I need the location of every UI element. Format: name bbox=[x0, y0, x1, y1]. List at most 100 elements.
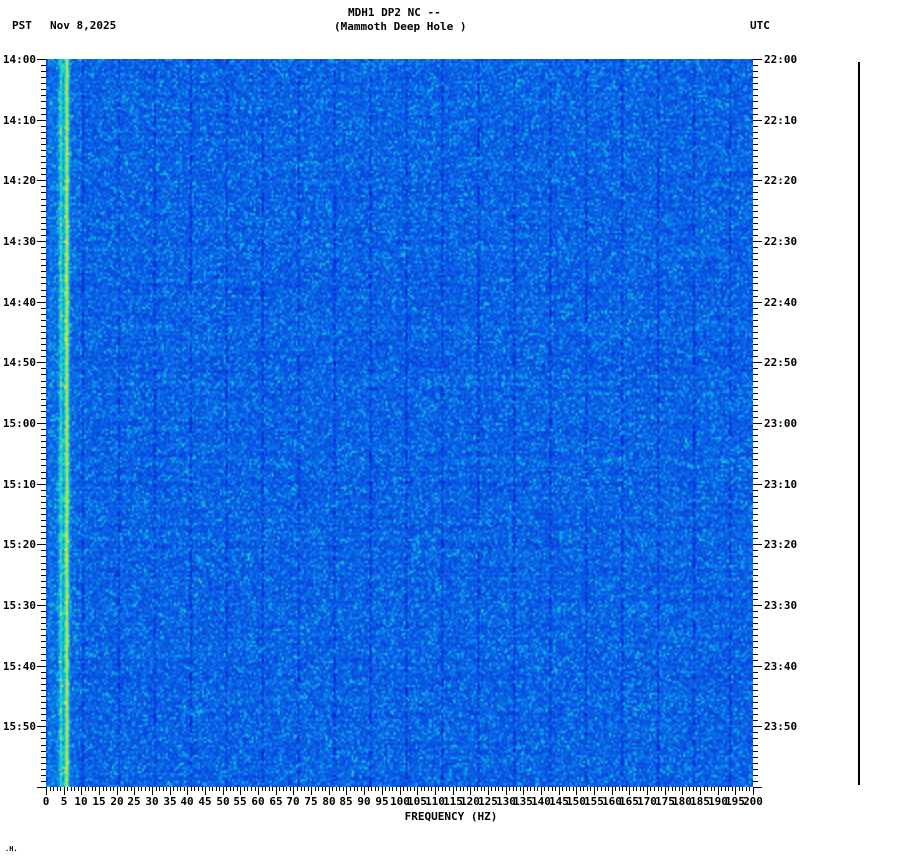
freq-tick-minor bbox=[544, 787, 545, 791]
time-axis-utc: 22:00 22:10 22:20 22:30 22:40 22:50 23:00 23:10… bbox=[753, 54, 843, 788]
time-tick-minor bbox=[41, 587, 46, 588]
freq-tick-minor bbox=[166, 787, 167, 791]
time-tick-minor bbox=[41, 672, 46, 673]
time-tick-minor bbox=[41, 229, 46, 230]
freq-tick-major bbox=[329, 787, 330, 795]
time-tick-minor bbox=[41, 447, 46, 448]
freq-tick-minor bbox=[424, 787, 425, 791]
time-tick-minor bbox=[41, 235, 46, 236]
time-tick-minor bbox=[753, 599, 758, 600]
time-tick-minor bbox=[753, 205, 758, 206]
time-tick-minor bbox=[753, 647, 758, 648]
freq-tick-minor bbox=[110, 787, 111, 791]
freq-tick-minor bbox=[668, 787, 669, 791]
time-tick-minor bbox=[41, 259, 46, 260]
freq-tick-minor bbox=[85, 787, 86, 791]
time-tick-label-pst: 14:40 bbox=[2, 296, 36, 309]
time-tick-minor bbox=[753, 314, 758, 315]
freq-tick-minor bbox=[749, 787, 750, 791]
time-tick-minor bbox=[41, 65, 46, 66]
time-tick-minor bbox=[753, 320, 758, 321]
freq-tick-major bbox=[647, 787, 648, 795]
freq-tick-major bbox=[594, 787, 595, 795]
time-tick-minor bbox=[41, 635, 46, 636]
freq-tick-minor bbox=[141, 787, 142, 791]
time-tick-minor bbox=[753, 575, 758, 576]
freq-tick-label: 185 bbox=[690, 795, 710, 808]
time-tick-minor bbox=[753, 114, 758, 115]
time-tick-minor bbox=[41, 108, 46, 109]
time-tick-minor bbox=[41, 751, 46, 752]
time-tick-minor bbox=[41, 599, 46, 600]
freq-tick-major bbox=[46, 787, 47, 795]
freq-tick-major bbox=[134, 787, 135, 795]
time-tick-minor bbox=[753, 356, 758, 357]
time-tick-minor bbox=[753, 502, 758, 503]
time-tick-minor bbox=[753, 83, 758, 84]
time-tick-major bbox=[37, 241, 46, 242]
freq-tick-minor bbox=[159, 787, 160, 791]
time-tick-major bbox=[37, 605, 46, 606]
freq-tick-label: 155 bbox=[584, 795, 604, 808]
time-tick-minor bbox=[753, 368, 758, 369]
station-subtitle: (Mammoth Deep Hole ) bbox=[334, 20, 467, 33]
time-tick-minor bbox=[753, 678, 758, 679]
time-tick-minor bbox=[753, 150, 758, 151]
time-tick-minor bbox=[41, 350, 46, 351]
freq-tick-major bbox=[700, 787, 701, 795]
freq-tick-minor bbox=[721, 787, 722, 791]
freq-tick-major bbox=[612, 787, 613, 795]
freq-tick-label: 60 bbox=[251, 795, 265, 808]
freq-tick-major bbox=[576, 787, 577, 795]
freq-tick-minor bbox=[57, 787, 58, 791]
freq-tick-minor bbox=[672, 787, 673, 791]
time-tick-minor bbox=[41, 271, 46, 272]
time-tick-label-pst: 15:10 bbox=[2, 478, 36, 491]
time-tick-label-pst: 14:00 bbox=[2, 53, 36, 66]
time-tick-minor bbox=[753, 138, 758, 139]
freq-tick-minor bbox=[318, 787, 319, 791]
time-tick-major bbox=[37, 423, 46, 424]
freq-tick-minor bbox=[495, 787, 496, 791]
time-tick-minor bbox=[41, 393, 46, 394]
freq-tick-minor bbox=[414, 787, 415, 791]
freq-tick-minor bbox=[389, 787, 390, 791]
time-tick-minor bbox=[753, 581, 758, 582]
freq-tick-major bbox=[488, 787, 489, 795]
spectrogram-plot[interactable] bbox=[46, 59, 753, 787]
time-tick-minor bbox=[753, 593, 758, 594]
freq-tick-minor bbox=[410, 787, 411, 791]
time-tick-label-utc: 23:20 bbox=[764, 538, 798, 551]
time-tick-minor bbox=[41, 174, 46, 175]
freq-tick-label: 15 bbox=[92, 795, 106, 808]
time-tick-minor bbox=[753, 520, 758, 521]
freq-tick-minor bbox=[428, 787, 429, 791]
time-tick-minor bbox=[41, 223, 46, 224]
freq-tick-minor bbox=[315, 787, 316, 791]
time-tick-minor bbox=[41, 575, 46, 576]
time-tick-minor bbox=[753, 732, 758, 733]
time-tick-minor bbox=[41, 374, 46, 375]
freq-tick-label: 55 bbox=[233, 795, 247, 808]
time-tick-minor bbox=[753, 296, 758, 297]
freq-tick-minor bbox=[184, 787, 185, 791]
time-tick-minor bbox=[41, 162, 46, 163]
time-tick-minor bbox=[41, 95, 46, 96]
freq-tick-minor bbox=[431, 787, 432, 791]
freq-tick-minor bbox=[689, 787, 690, 791]
time-tick-minor bbox=[41, 478, 46, 479]
freq-tick-label: 145 bbox=[549, 795, 569, 808]
freq-tick-label: 110 bbox=[425, 795, 445, 808]
freq-tick-minor bbox=[460, 787, 461, 791]
time-tick-major bbox=[37, 302, 46, 303]
time-tick-minor bbox=[753, 308, 758, 309]
time-tick-major bbox=[753, 362, 762, 363]
time-tick-minor bbox=[41, 277, 46, 278]
time-tick-minor bbox=[41, 320, 46, 321]
freq-tick-minor bbox=[686, 787, 687, 791]
time-tick-minor bbox=[753, 223, 758, 224]
time-tick-label-pst: 14:50 bbox=[2, 356, 36, 369]
time-tick-minor bbox=[753, 381, 758, 382]
freq-tick-minor bbox=[198, 787, 199, 791]
time-tick-minor bbox=[41, 399, 46, 400]
